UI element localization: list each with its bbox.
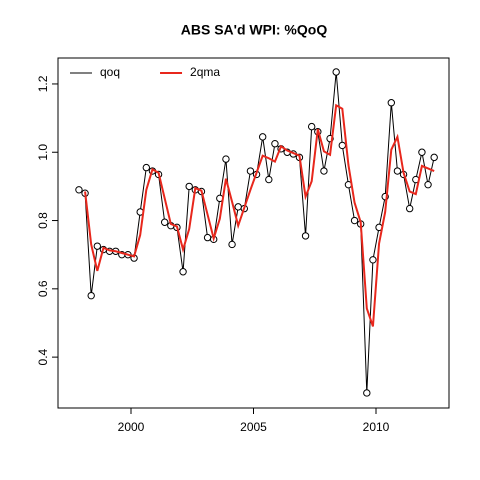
legend-label: 2qma [190,65,220,79]
point [160,218,169,226]
point [93,242,102,250]
point [234,203,242,211]
point [405,204,414,213]
point [387,99,396,107]
point [265,175,273,184]
series-line [84,103,435,327]
point [258,133,267,141]
point [430,153,438,162]
y-tick-label: 0.4 [36,348,50,365]
point [393,167,402,175]
point [307,122,316,131]
point [185,182,193,191]
point [87,291,95,300]
point [222,155,230,163]
point [338,141,347,150]
y-tick-label: 0.8 [36,212,50,229]
point [424,180,432,189]
point [271,140,279,148]
point [369,256,377,264]
point [179,268,187,276]
point [363,389,371,397]
y-tick-label: 1.2 [36,75,50,92]
x-tick-label: 2010 [363,420,390,434]
point [203,233,212,242]
legend-label: qoq [100,65,120,79]
point [418,148,426,156]
point [228,240,236,249]
y-tick-label: 1.0 [36,144,50,161]
x-tick-label: 2005 [240,420,267,434]
point [320,167,328,175]
point [246,167,255,175]
point [332,68,340,76]
point [301,232,310,240]
point [75,186,83,194]
x-tick-label: 2000 [118,420,145,434]
point [350,216,359,225]
y-tick-label: 0.6 [36,280,50,297]
point [142,163,151,172]
chart-title: ABS SA'd WPI: %QoQ [181,22,328,38]
